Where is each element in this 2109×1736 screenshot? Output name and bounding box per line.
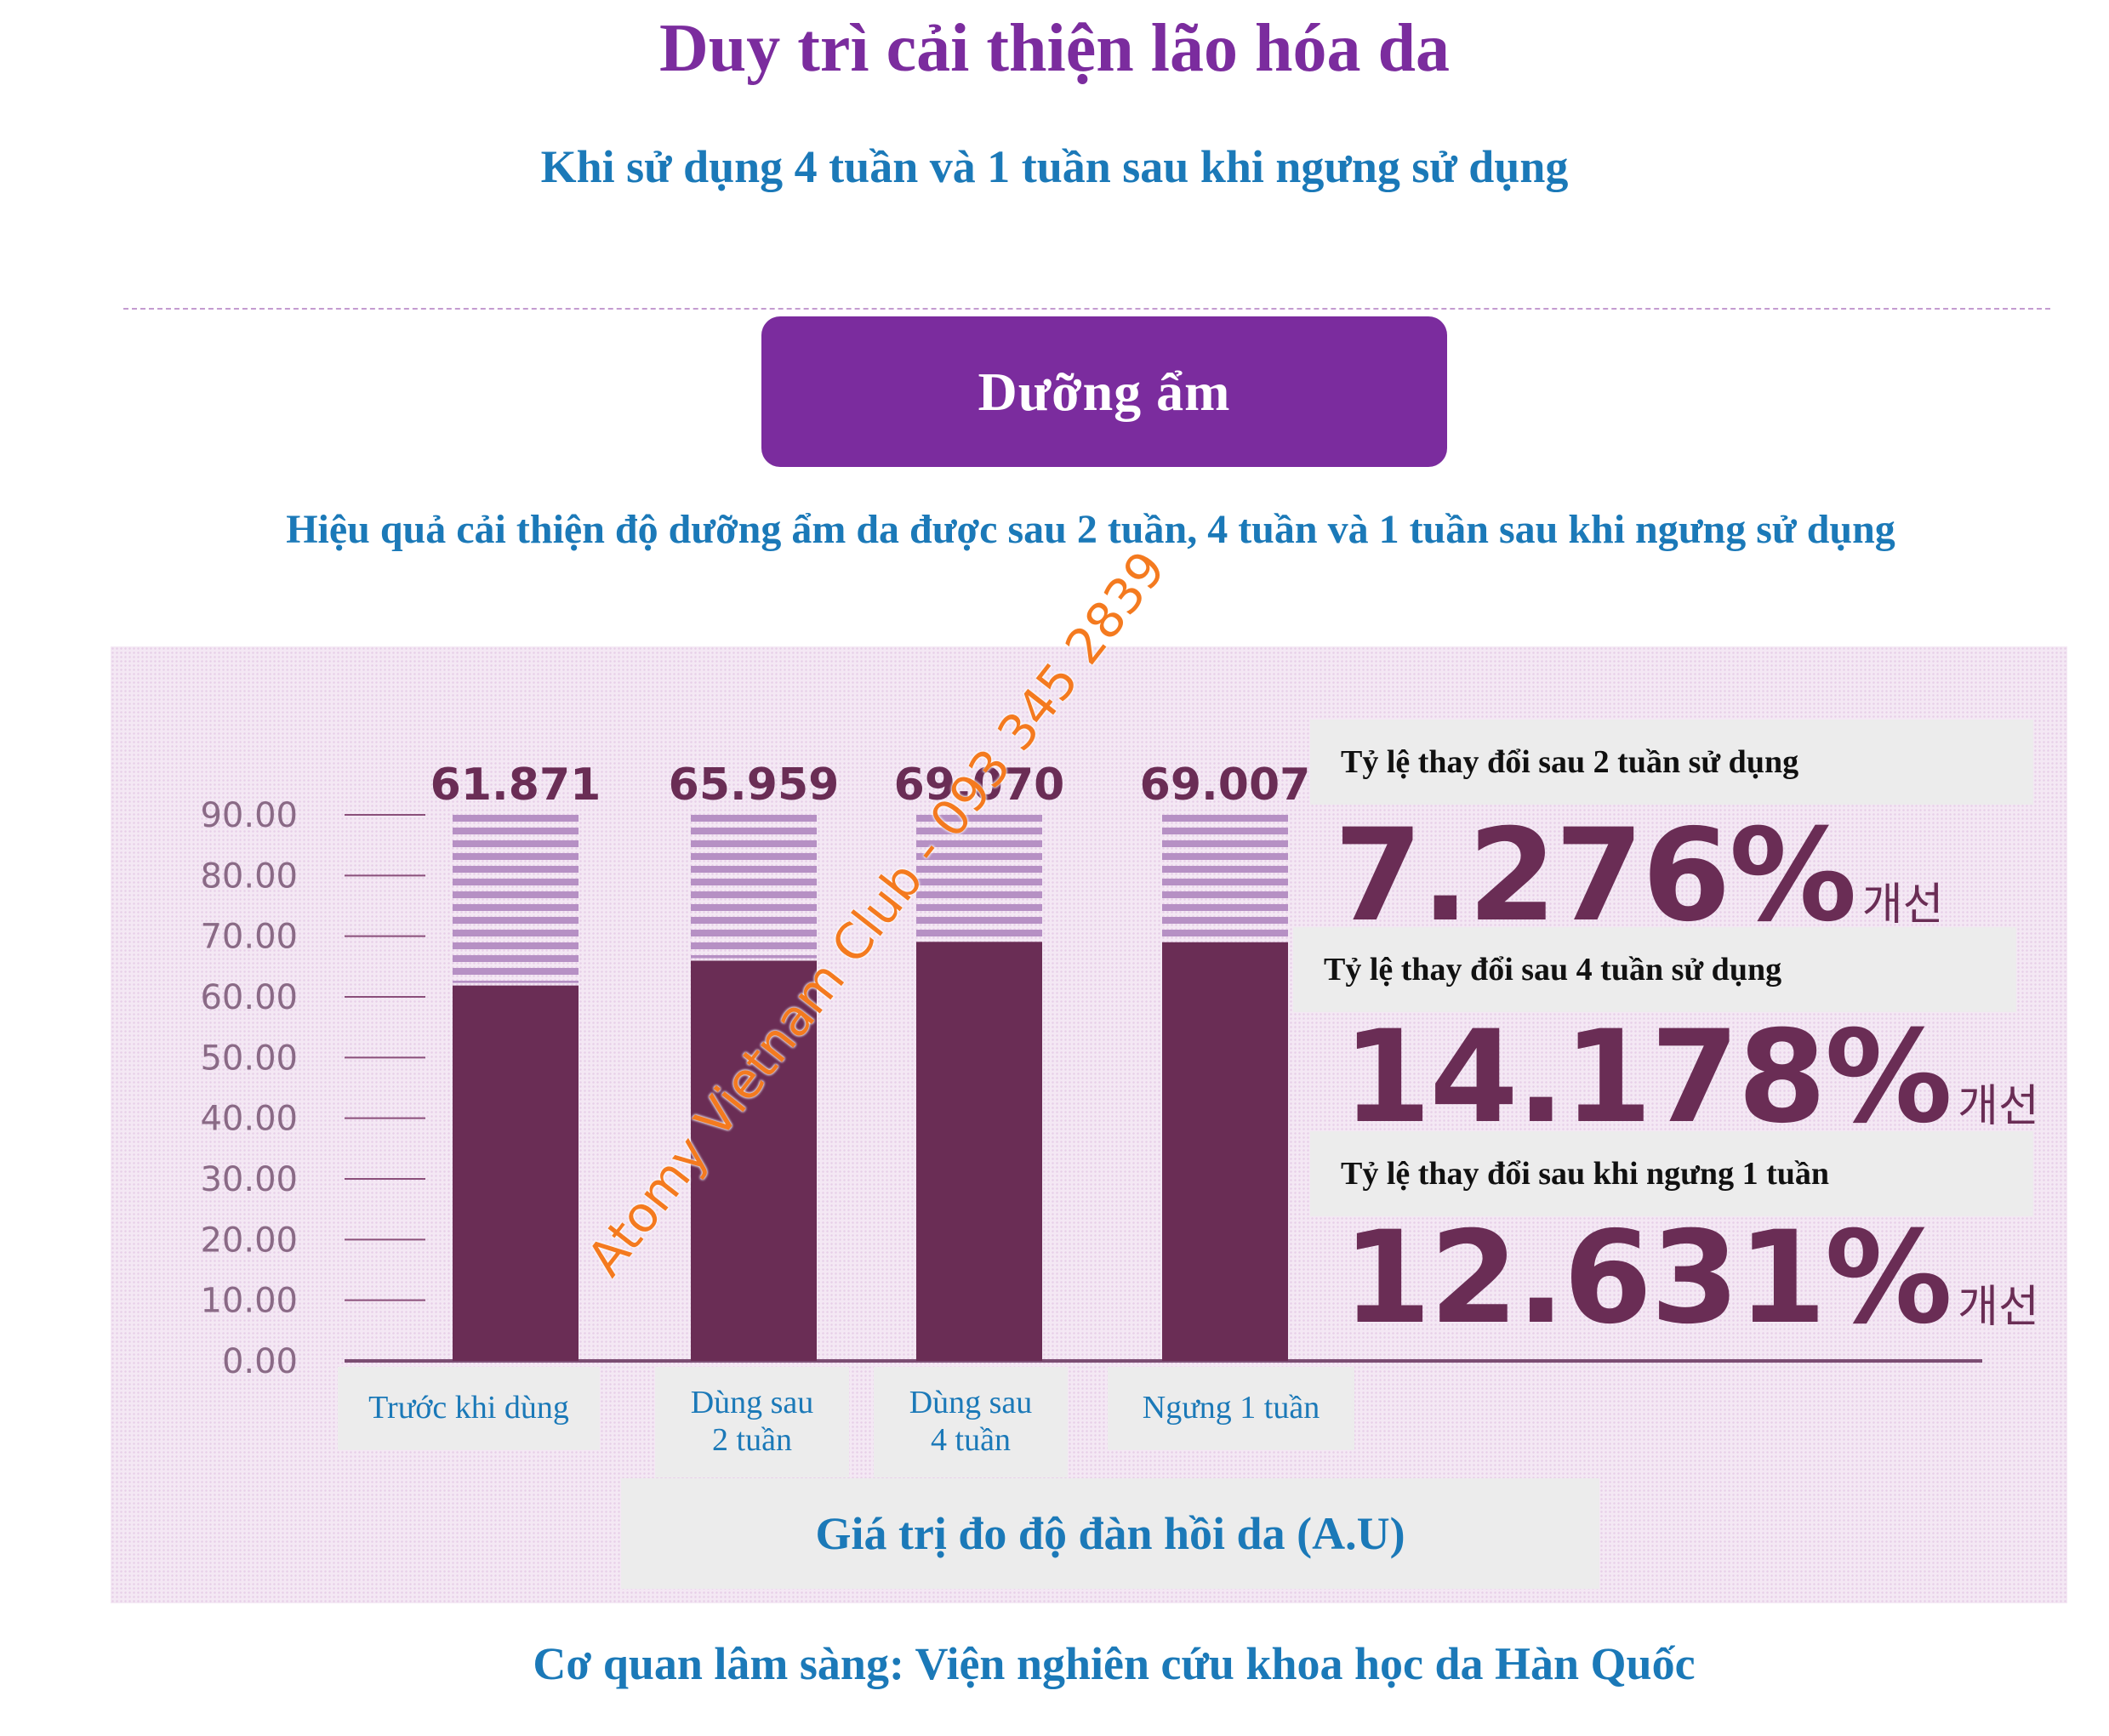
bar-stripe (453, 968, 579, 975)
bar-value-label-3: 69.007 (1140, 760, 1311, 811)
y-tick-label: 90.00 (200, 796, 298, 835)
bar-stripe (1162, 866, 1288, 873)
stat-suffix-4-weeks: 개선 (1958, 1081, 2039, 1132)
source-note: Cơ quan lâm sàng: Viện nghiên cứu khoa h… (533, 1638, 1696, 1689)
stat-value-2-weeks: 7.276% 개선 (1334, 812, 1943, 940)
bar-stripe (453, 853, 579, 860)
y-tick-label: 0.00 (222, 1342, 298, 1381)
bar-stripe (691, 930, 817, 936)
category-label-1: Dùng sau 2 tuần (655, 1367, 849, 1477)
bar-stripe (1162, 917, 1288, 924)
stat-value-2-weeks-number: 7.276% (1334, 802, 1857, 950)
bar-stripe (691, 840, 817, 847)
y-tick-label: 70.00 (200, 918, 298, 957)
y-tick-label: 40.00 (200, 1100, 298, 1139)
bar-stripe (691, 891, 817, 898)
page-title: Duy trì cải thiện lão hóa da (659, 11, 1450, 86)
bar-stripe (691, 955, 817, 959)
bar-0 (453, 985, 579, 1361)
bar-stripe (916, 853, 1042, 860)
stat-value-4-weeks-number: 14.178% (1342, 1004, 1952, 1152)
category-label-1-line-1: 2 tuần (712, 1422, 792, 1458)
bar-stripe (916, 815, 1042, 822)
bar-stripe (453, 942, 579, 949)
stat-label-2-weeks: Tỷ lệ thay đổi sau 2 tuần sử dụng (1310, 720, 2033, 805)
category-label-3: Ngưng 1 tuần (1108, 1367, 1354, 1450)
bar-value-label-1: 65.959 (669, 760, 840, 811)
divider (123, 308, 2050, 310)
bar-1 (691, 960, 817, 1361)
y-tick-label: 10.00 (200, 1282, 298, 1321)
y-tick-label: 20.00 (200, 1221, 298, 1260)
bar-stripe (691, 917, 817, 924)
category-label-0-line-0: Trước khi dùng (368, 1390, 569, 1426)
bar-stripe (916, 840, 1042, 847)
category-label-2: Dùng sau 4 tuần (874, 1367, 1068, 1477)
bar-stripe (453, 879, 579, 885)
x-axis-title: Giá trị đo độ đàn hồi da (A.U) (621, 1478, 1599, 1589)
bar-stripe (453, 917, 579, 924)
bar-stripe (691, 866, 817, 873)
bar-stripe (691, 828, 817, 834)
bar-stripe (1162, 840, 1288, 847)
category-label-3-line-0: Ngưng 1 tuần (1142, 1390, 1320, 1426)
category-label-2-line-0: Dùng sau (909, 1385, 1033, 1421)
stat-value-stop-1-week: 12.631% 개선 (1342, 1215, 2039, 1342)
bar-stripe (1162, 904, 1288, 911)
bar-stripe (916, 879, 1042, 885)
bar-stripe (916, 930, 1042, 936)
stat-label-4-weeks: Tỷ lệ thay đổi sau 4 tuần sử dụng (1293, 927, 2016, 1012)
bar-stripe (916, 904, 1042, 911)
stat-suffix-stop-1-week: 개선 (1958, 1282, 2039, 1333)
bar-stripe (453, 815, 579, 822)
bar-stripe (691, 904, 817, 911)
bar-stripe (453, 955, 579, 962)
bar-stripe (453, 891, 579, 898)
stat-value-4-weeks: 14.178% 개선 (1342, 1014, 2039, 1141)
bar-stripe (916, 891, 1042, 898)
bar-stripe (453, 840, 579, 847)
bar-stripe (916, 917, 1042, 924)
section-moisturizing-button[interactable]: Dưỡng ẩm (761, 316, 1447, 467)
y-tick-label: 50.00 (200, 1039, 298, 1078)
y-tick-label: 30.00 (200, 1160, 298, 1199)
page-subtitle: Khi sử dụng 4 tuần và 1 tuần sau khi ngư… (540, 141, 1569, 192)
y-tick-label: 80.00 (200, 857, 298, 896)
category-label-2-line-1: 4 tuần (931, 1422, 1011, 1458)
bar-stripe (1162, 853, 1288, 860)
bar-stripe (691, 853, 817, 860)
bar-stripe (1162, 879, 1288, 885)
bar-stripe (1162, 828, 1288, 834)
bar-3 (1162, 942, 1288, 1361)
stat-value-stop-1-week-number: 12.631% (1342, 1204, 1952, 1352)
bar-value-label-2: 69.070 (894, 760, 1065, 811)
bar-2 (916, 942, 1042, 1361)
bar-stripe (916, 866, 1042, 873)
bar-stripe (1162, 815, 1288, 822)
bar-stripe (453, 866, 579, 873)
stat-label-stop-1-week: Tỷ lệ thay đổi sau khi ngưng 1 tuần (1310, 1131, 2033, 1216)
bar-stripe (691, 942, 817, 949)
bar-stripe (453, 828, 579, 834)
category-label-1-line-0: Dùng sau (690, 1385, 814, 1421)
y-tick-label: 60.00 (200, 978, 298, 1017)
bar-stripe (691, 879, 817, 885)
bar-stripe (453, 981, 579, 983)
bar-value-label-0: 61.871 (430, 760, 601, 811)
chart-caption: Hiệu quả cải thiện độ dưỡng ẩm da được s… (286, 507, 1895, 552)
bar-stripe (453, 904, 579, 911)
bar-stripe (1162, 891, 1288, 898)
bar-stripe (691, 815, 817, 822)
bar-stripe (916, 828, 1042, 834)
category-label-0: Trước khi dùng (338, 1367, 600, 1450)
stat-suffix-2-weeks: 개선 (1861, 879, 1944, 931)
bar-stripe (1162, 930, 1288, 936)
bar-stripe (453, 930, 579, 936)
